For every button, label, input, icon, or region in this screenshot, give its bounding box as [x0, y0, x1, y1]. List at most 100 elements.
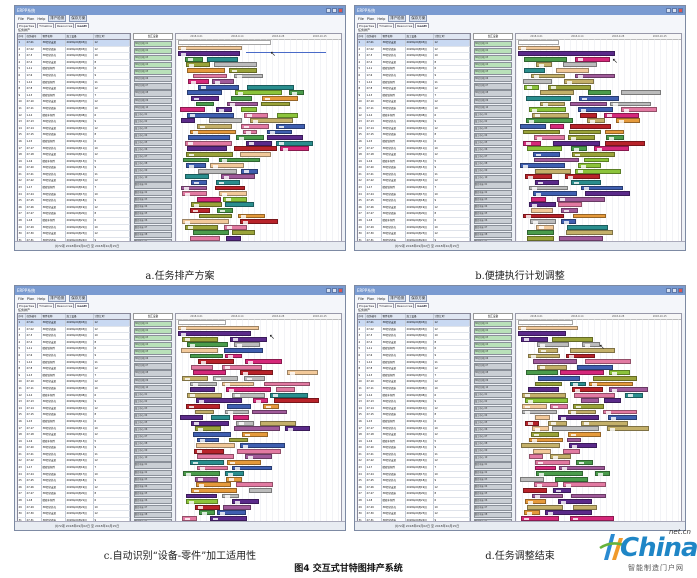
- equipment-label[interactable]: 数控车床 03: [474, 476, 512, 483]
- task-bar[interactable]: [195, 398, 242, 404]
- task-bar[interactable]: [243, 376, 265, 381]
- equipment-label[interactable]: 加工中心 09: [474, 448, 512, 455]
- equipment-label[interactable]: 加工中心 10: [134, 175, 172, 182]
- task-bar[interactable]: [562, 482, 606, 488]
- task-bar[interactable]: [624, 392, 644, 398]
- equipment-label[interactable]: 3D打印机 06: [474, 356, 512, 363]
- equipment-label[interactable]: 加工中心 03: [474, 405, 512, 413]
- task-bar[interactable]: [275, 140, 314, 146]
- task-bar[interactable]: [558, 236, 603, 241]
- task-bar[interactable]: [249, 118, 293, 124]
- task-bar[interactable]: [225, 236, 241, 241]
- task-bar[interactable]: [236, 135, 265, 140]
- task-bar[interactable]: [215, 107, 233, 112]
- task-bar[interactable]: [529, 454, 544, 460]
- task-bar[interactable]: [190, 96, 219, 101]
- task-bar[interactable]: [616, 118, 641, 124]
- task-bar[interactable]: [588, 381, 634, 387]
- table-row[interactable]: 27 27-27 3D打印底座 2018年09月20日 8: [358, 211, 470, 219]
- menu-help[interactable]: Help: [37, 16, 46, 21]
- menu-plan[interactable]: Plan: [26, 296, 35, 301]
- equipment-label[interactable]: 3D打印机 07: [134, 83, 172, 90]
- table-row[interactable]: 21 27-21 3D打印外壳 2018年09月14日 11: [358, 171, 470, 179]
- equipment-label[interactable]: 加工中心 05: [134, 419, 172, 427]
- task-bar[interactable]: [191, 488, 238, 493]
- task-bar[interactable]: [532, 112, 569, 118]
- task-bar[interactable]: [224, 471, 245, 476]
- task-bar[interactable]: [214, 62, 257, 68]
- task-bar[interactable]: [537, 364, 567, 370]
- task-bar[interactable]: [549, 454, 572, 460]
- table-row[interactable]: 2 27-02 3D打印底座 2018年09月03日 12: [18, 46, 130, 54]
- table-row[interactable]: 18 27-18 3D打印支架 2018年09月12日 12: [358, 152, 470, 159]
- task-bar[interactable]: [180, 348, 219, 353]
- equipment-label[interactable]: 3D打印机 10: [134, 384, 172, 391]
- equipment-label[interactable]: 3D打印机 09: [474, 97, 512, 104]
- task-bar[interactable]: [572, 404, 605, 409]
- task-bar[interactable]: [547, 84, 592, 90]
- task-bar[interactable]: [197, 359, 235, 364]
- table-row[interactable]: 27 27-27 3D打印底座 2018年09月20日 8: [18, 211, 130, 219]
- close-icon[interactable]: [338, 288, 343, 293]
- equipment-label[interactable]: 数控车床 08: [474, 512, 512, 519]
- task-bar[interactable]: [578, 163, 602, 168]
- task-bar[interactable]: [186, 146, 228, 152]
- task-bar[interactable]: [581, 420, 629, 426]
- task-bar[interactable]: [584, 157, 610, 163]
- equipment-label[interactable]: 加工中心 09: [474, 168, 512, 175]
- equipment-label[interactable]: 加工中心 01: [474, 111, 512, 118]
- task-bar[interactable]: [575, 73, 616, 79]
- task-bar[interactable]: [236, 448, 282, 454]
- task-bar[interactable]: [236, 482, 273, 488]
- task-bar[interactable]: [525, 118, 573, 124]
- task-bar[interactable]: [520, 124, 547, 129]
- task-bar[interactable]: [185, 499, 219, 504]
- task-bar[interactable]: [568, 409, 597, 415]
- tab-properties[interactable]: Properties: [17, 23, 37, 28]
- equipment-label[interactable]: 3D打印机 08: [474, 370, 512, 377]
- task-bar[interactable]: [523, 140, 541, 146]
- task-bar[interactable]: [182, 516, 198, 521]
- task-bar[interactable]: [190, 364, 213, 370]
- task-bar[interactable]: [224, 353, 243, 359]
- tab-properties[interactable]: Properties: [357, 23, 377, 28]
- maximize-icon[interactable]: [332, 288, 337, 293]
- task-bar[interactable]: [187, 392, 223, 398]
- equipment-label[interactable]: 数控车床 08: [134, 232, 172, 239]
- task-bar[interactable]: [184, 174, 209, 180]
- equipment-label[interactable]: 3D打印机 10: [474, 384, 512, 391]
- task-bar[interactable]: [521, 336, 549, 342]
- task-bar[interactable]: [525, 398, 569, 404]
- task-bar[interactable]: [528, 202, 556, 208]
- task-bar[interactable]: [181, 191, 207, 196]
- table-row[interactable]: 4 27-4 3D打印支架 2018年09月05日 8: [358, 59, 470, 67]
- task-bar[interactable]: [568, 129, 601, 135]
- task-bar[interactable]: [609, 387, 648, 392]
- table-row[interactable]: 9 1-13 精密铣削件 2018年09月07日 7: [18, 92, 130, 100]
- task-bar[interactable]: [584, 191, 630, 196]
- equipment-label[interactable]: 3D打印机 02: [134, 47, 172, 55]
- table-row[interactable]: 4 27-4 3D打印支架 2018年09月05日 8: [358, 339, 470, 347]
- task-bar[interactable]: [580, 112, 597, 118]
- table-row[interactable]: 24 27-24 3D打印底座 2018年09月17日 10: [358, 191, 470, 199]
- equipment-label[interactable]: 数控车床 04: [474, 483, 512, 490]
- table-row[interactable]: 24 27-24 3D打印底座 2018年09月17日 10: [358, 471, 470, 479]
- equipment-label[interactable]: 3D打印机 02: [474, 47, 512, 55]
- table-row[interactable]: 27 27-27 3D打印底座 2018年09月20日 8: [358, 491, 470, 499]
- task-bar[interactable]: [552, 426, 599, 432]
- table-row[interactable]: 15 27-15 3D打印底座 2018年09月10日 8: [18, 412, 130, 419]
- table-row[interactable]: 10 27-10 3D打印支架 2018年09月07日 12: [358, 379, 470, 386]
- equipment-label[interactable]: 数控车床 04: [134, 483, 172, 490]
- menu-file[interactable]: File: [18, 16, 24, 21]
- equipment-label[interactable]: 数控车床 02: [134, 469, 172, 476]
- task-bar[interactable]: [248, 488, 272, 493]
- task-bar[interactable]: [210, 163, 244, 168]
- task-bar[interactable]: [187, 135, 231, 140]
- task-bar[interactable]: [534, 460, 570, 465]
- table-row[interactable]: 14 27-14 3D打印支架 2018年09月10日 12: [358, 405, 470, 413]
- task-bar[interactable]: [539, 90, 575, 96]
- task-bar[interactable]: [529, 107, 566, 112]
- task-bar[interactable]: [575, 460, 594, 465]
- equipment-label[interactable]: 数控车床 01: [134, 182, 172, 189]
- table-row[interactable]: 28 1-18 精密车削件 2018年09月21日 6: [358, 498, 470, 505]
